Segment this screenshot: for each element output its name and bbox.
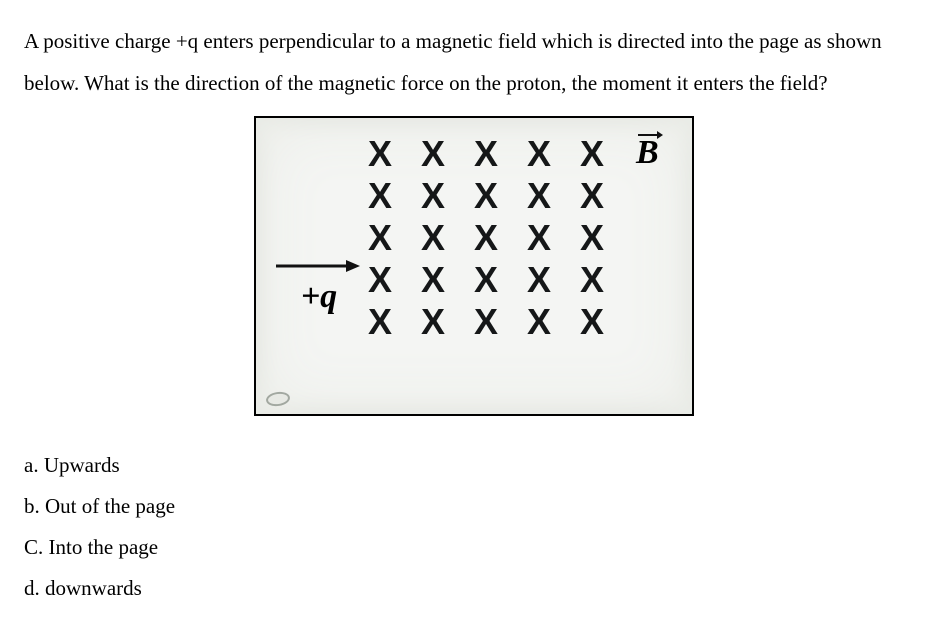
arrow-icon [274,258,362,274]
field-x-icon: X [472,178,500,214]
figure-wrap: XXXXXXXXXXXXXXXXXXXXXXXXX B +q [24,116,924,421]
field-x-icon: X [366,136,394,172]
question-line-1: A positive charge +q enters perpendicula… [24,20,924,62]
field-x-icon: X [472,262,500,298]
field-x-row: XXXXX [366,304,606,340]
field-x-icon: X [525,178,553,214]
charge-label: +q [276,278,362,316]
field-x-icon: X [578,178,606,214]
field-x-icon: X [419,220,447,256]
field-x-icon: X [525,262,553,298]
field-x-icon: X [578,262,606,298]
field-x-icon: X [366,178,394,214]
field-x-icon: X [578,220,606,256]
artifact-shape [265,390,291,407]
field-x-icon: X [472,136,500,172]
field-x-icon: X [419,178,447,214]
field-x-icon: X [578,136,606,172]
answer-options: a. Upwards b. Out of the page C. Into th… [24,445,924,609]
field-x-icon: X [472,220,500,256]
field-x-icon: X [525,136,553,172]
field-x-icon: X [366,304,394,340]
field-x-icon: X [525,220,553,256]
option-a: a. Upwards [24,445,924,486]
field-x-row: XXXXX [366,178,606,214]
field-x-grid: XXXXXXXXXXXXXXXXXXXXXXXXX [366,136,606,346]
option-c: C. Into the page [24,527,924,568]
field-x-icon: X [472,304,500,340]
field-x-row: XXXXX [366,220,606,256]
field-x-icon: X [366,262,394,298]
field-x-row: XXXXX [366,136,606,172]
field-x-icon: X [419,304,447,340]
field-x-icon: X [419,136,447,172]
arrow-icon [637,130,663,140]
option-d: d. downwards [24,568,924,609]
field-x-icon: X [578,304,606,340]
field-x-icon: X [525,304,553,340]
question-block: A positive charge +q enters perpendicula… [24,20,924,104]
field-x-icon: X [366,220,394,256]
magnetic-field-figure: XXXXXXXXXXXXXXXXXXXXXXXXX B +q [254,116,694,416]
b-vector-label: B [636,136,659,170]
option-b: b. Out of the page [24,486,924,527]
question-line-2: below. What is the direction of the magn… [24,62,924,104]
charge-group: +q [274,258,362,316]
field-x-row: XXXXX [366,262,606,298]
field-x-icon: X [419,262,447,298]
